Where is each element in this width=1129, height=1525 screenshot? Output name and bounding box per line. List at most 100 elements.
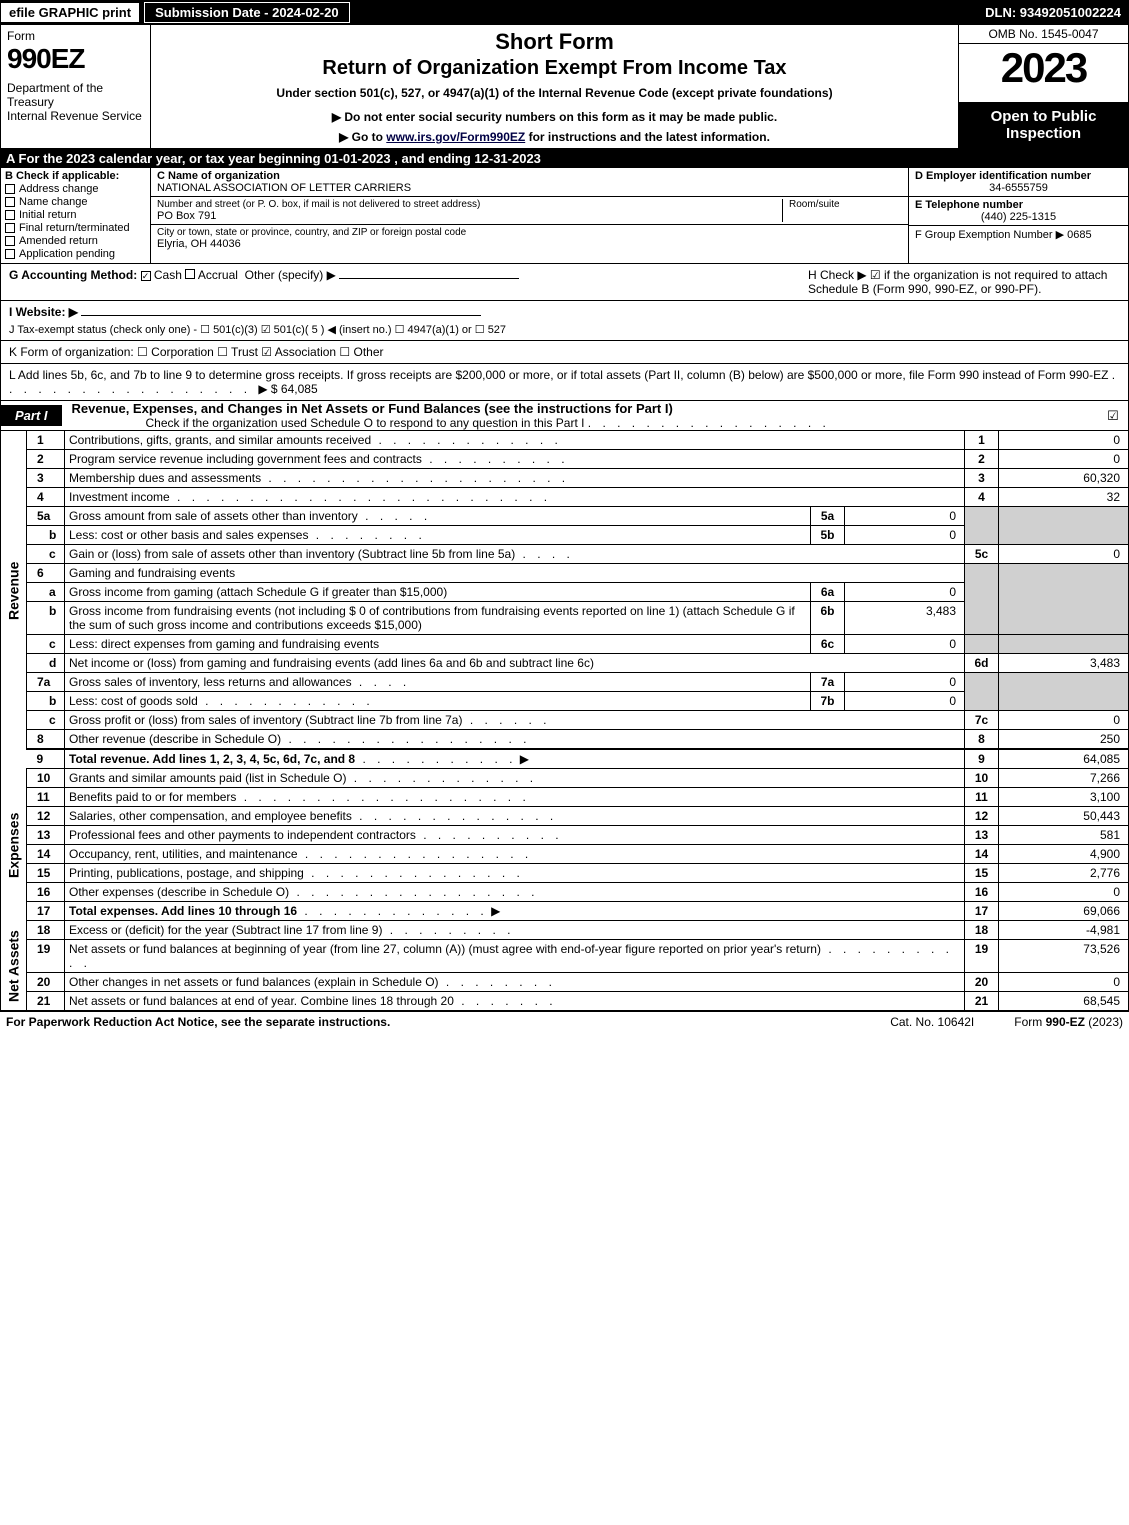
line-16-val: 0 [999,883,1129,902]
group-exemption: F Group Exemption Number ▶ 0685 [915,228,1122,241]
form-label: Form [7,29,144,43]
line-6c-shade1 [965,635,999,654]
line-21-desc: Net assets or fund balances at end of ye… [69,994,454,1008]
line-7c-num: c [27,711,65,730]
line-3-val: 60,320 [999,469,1129,488]
chk-final-return[interactable]: Final return/terminated [5,222,146,234]
line-18-num: 18 [27,921,65,940]
line-3-desc: Membership dues and assessments [69,471,261,485]
line-21-val: 68,545 [999,992,1129,1011]
box-b: B Check if applicable: Address change Na… [1,168,151,263]
line-13-desc: Professional fees and other payments to … [69,828,416,842]
chk-application-pending[interactable]: Application pending [5,248,146,260]
line-8-val: 250 [999,730,1129,750]
subtitle-ssn: ▶ Do not enter social security numbers o… [159,110,950,124]
line-6a-subbox: 6a [811,583,845,602]
cash-label: Cash [154,268,182,282]
tax-exempt-status: J Tax-exempt status (check only one) - ☐… [9,323,1120,336]
chk-final-return-label: Final return/terminated [19,222,130,234]
line-4-desc: Investment income [69,490,170,504]
efile-print-button[interactable]: efile GRAPHIC print [0,2,140,23]
website-input[interactable] [81,315,481,316]
lines-table: Revenue 1 Contributions, gifts, grants, … [0,431,1129,1011]
line-15-box: 15 [965,864,999,883]
line-17-desc: Total expenses. Add lines 10 through 16 [69,904,297,918]
line-6c-subval: 0 [845,635,965,654]
chk-name-change-label: Name change [19,196,88,208]
line-16-desc: Other expenses (describe in Schedule O) [69,885,289,899]
line-6d-num: d [27,654,65,673]
line-6b-subval: 3,483 [845,602,965,635]
line-5b-desc: Less: cost or other basis and sales expe… [69,528,308,542]
line-6c-num: c [27,635,65,654]
part1-header: Part I Revenue, Expenses, and Changes in… [0,400,1129,431]
line-8-box: 8 [965,730,999,750]
line-11-box: 11 [965,788,999,807]
line-19-box: 19 [965,940,999,973]
line-19-num: 19 [27,940,65,973]
chk-address-change[interactable]: Address change [5,183,146,195]
line-6d-box: 6d [965,654,999,673]
chk-accrual[interactable] [185,269,195,279]
box-h: H Check ▶ ☑ if the organization is not r… [800,268,1120,296]
other-input[interactable] [339,278,519,279]
accounting-label: G Accounting Method: [9,268,137,282]
line-7b-num: b [27,692,65,711]
part1-check[interactable]: ☑ [1098,408,1128,424]
goto-pre: ▶ Go to [339,130,386,144]
chk-cash[interactable]: ✓ [141,271,151,281]
line-6b-num: b [27,602,65,635]
line-16-box: 16 [965,883,999,902]
line-10-val: 7,266 [999,769,1129,788]
chk-initial-return[interactable]: Initial return [5,209,146,221]
line-7-shade2 [999,673,1129,711]
line-11-num: 11 [27,788,65,807]
line-5c-num: c [27,545,65,564]
title-main: Return of Organization Exempt From Incom… [159,57,950,80]
other-label: Other (specify) ▶ [245,268,336,282]
line-7b-desc: Less: cost of goods sold [69,694,198,708]
line-7a-subval: 0 [845,673,965,692]
line-14-desc: Occupancy, rent, utilities, and maintena… [69,847,298,861]
line-9-desc: Total revenue. Add lines 1, 2, 3, 4, 5c,… [69,752,355,766]
row-l-text: L Add lines 5b, 6c, and 7b to line 9 to … [9,368,1108,382]
line-7b-subval: 0 [845,692,965,711]
org-name-label: C Name of organization [157,170,896,182]
line-20-val: 0 [999,973,1129,992]
line-6c-shade2 [999,635,1129,654]
chk-amended-return-label: Amended return [19,235,98,247]
chk-application-pending-label: Application pending [19,248,115,260]
line-7a-num: 7a [27,673,65,692]
line-9-num: 9 [27,749,65,769]
line-1-box: 1 [965,431,999,450]
line-2-val: 0 [999,450,1129,469]
line-6c-desc: Less: direct expenses from gaming and fu… [65,635,811,654]
header-right: OMB No. 1545-0047 2023 Open to Public In… [958,25,1128,148]
chk-name-change[interactable]: Name change [5,196,146,208]
line-4-num: 4 [27,488,65,507]
footer-left: For Paperwork Reduction Act Notice, see … [6,1015,390,1029]
irs-link[interactable]: www.irs.gov/Form990EZ [386,130,525,144]
line-17-val: 69,066 [999,902,1129,921]
line-11-val: 3,100 [999,788,1129,807]
omb-number: OMB No. 1545-0047 [959,25,1128,44]
line-6a-num: a [27,583,65,602]
row-l: L Add lines 5b, 6c, and 7b to line 9 to … [0,364,1129,400]
net-assets-label: Net Assets [1,921,27,1011]
chk-amended-return[interactable]: Amended return [5,235,146,247]
tax-year: 2023 [959,44,1128,102]
line-5a-subbox: 5a [811,507,845,526]
line-6b-desc: Gross income from fundraising events (no… [65,602,811,635]
line-10-num: 10 [27,769,65,788]
line-7c-val: 0 [999,711,1129,730]
city-label: City or town, state or province, country… [157,227,902,238]
line-4-box: 4 [965,488,999,507]
room-label: Room/suite [789,199,902,210]
line-9-val: 64,085 [999,749,1129,769]
line-17-box: 17 [965,902,999,921]
line-6a-subval: 0 [845,583,965,602]
line-8-desc: Other revenue (describe in Schedule O) [69,732,281,746]
row-l-amount: ▶ $ 64,085 [258,382,317,396]
row-ij: I Website: ▶ J Tax-exempt status (check … [0,301,1129,341]
line-20-desc: Other changes in net assets or fund bala… [69,975,439,989]
